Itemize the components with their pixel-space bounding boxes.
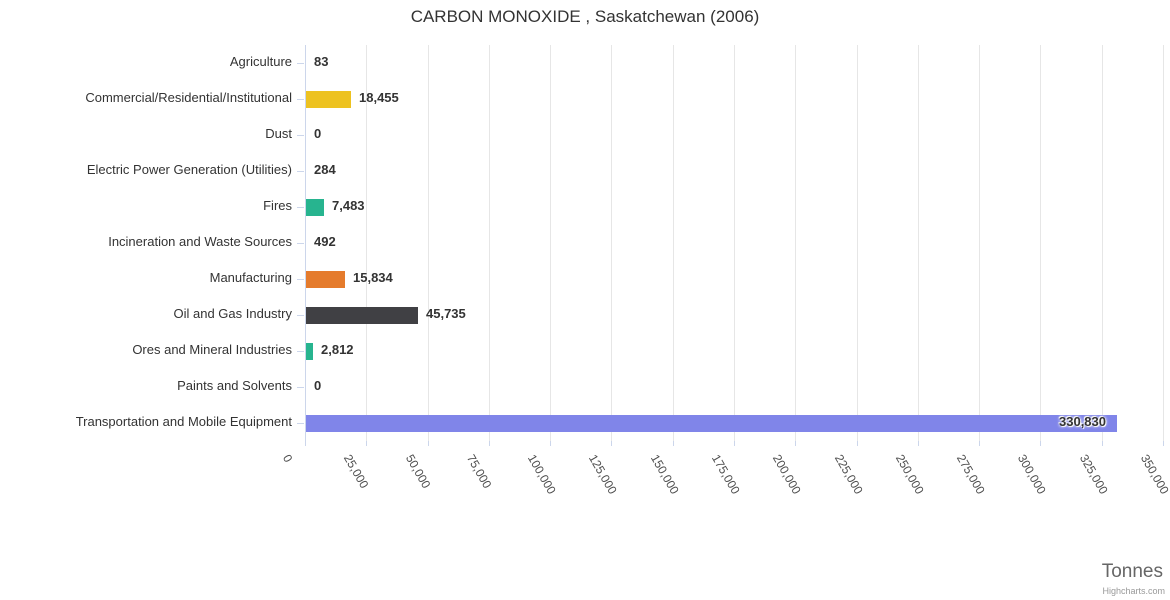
x-axis-tick: [489, 441, 490, 446]
value-label: 330,830: [1059, 414, 1106, 429]
x-axis-tick-label: 150,000: [647, 452, 682, 497]
x-axis-tick: [979, 441, 980, 446]
bar[interactable]: [306, 199, 324, 216]
grid-line: [489, 45, 490, 441]
bar[interactable]: [306, 415, 1117, 432]
category-label: Transportation and Mobile Equipment: [75, 414, 292, 429]
category-axis-tick: [297, 315, 304, 316]
x-axis-tick: [428, 441, 429, 446]
bar[interactable]: [306, 343, 313, 360]
grid-line: [1102, 45, 1103, 441]
value-label: 18,455: [359, 90, 399, 105]
value-label: 83: [314, 54, 329, 69]
grid-line: [918, 45, 919, 441]
category-label: Agriculture: [229, 54, 292, 69]
category-label: Ores and Mineral Industries: [132, 342, 292, 357]
x-axis-tick: [734, 441, 735, 446]
x-axis-tick: [611, 441, 612, 446]
category-axis-tick: [297, 63, 304, 64]
grid-line: [1163, 45, 1164, 441]
x-axis-tick-label: 350,000: [1137, 452, 1170, 497]
x-axis-tick-label: 300,000: [1014, 452, 1049, 497]
bar[interactable]: [306, 271, 345, 288]
value-label: 45,735: [426, 306, 466, 321]
x-axis-tick-label: 200,000: [769, 452, 804, 497]
category-label: Fires: [263, 198, 292, 213]
grid-line: [550, 45, 551, 441]
x-axis-tick-label: 50,000: [402, 452, 434, 491]
x-axis-tick: [1163, 441, 1164, 446]
x-axis-tick: [673, 441, 674, 446]
x-axis-tick-label: 125,000: [585, 452, 620, 497]
bar[interactable]: [306, 91, 351, 108]
x-axis-tick: [1102, 441, 1103, 446]
x-axis-tick: [918, 441, 919, 446]
category-axis-tick: [297, 387, 304, 388]
category-label: Manufacturing: [209, 270, 292, 285]
value-label: 284: [314, 162, 336, 177]
category-label: Electric Power Generation (Utilities): [86, 162, 292, 177]
category-label: Commercial/Residential/Institutional: [85, 90, 292, 105]
bar[interactable]: [306, 307, 418, 324]
category-axis-tick: [297, 243, 304, 244]
x-axis-tick-label: 275,000: [953, 452, 988, 497]
x-axis-tick-label: 250,000: [892, 452, 927, 497]
x-axis-tick-label: 75,000: [463, 452, 495, 491]
x-axis-tick: [1040, 441, 1041, 446]
category-label: Dust: [265, 126, 292, 141]
value-label: 7,483: [332, 198, 365, 213]
highcharts-credit[interactable]: Highcharts.com: [1102, 586, 1165, 596]
x-axis-tick-label: 175,000: [708, 452, 743, 497]
value-label: 0: [314, 126, 322, 141]
grid-line: [1040, 45, 1041, 441]
category-label: Paints and Solvents: [177, 378, 292, 393]
x-axis-tick: [795, 441, 796, 446]
category-axis-tick: [297, 351, 304, 352]
y-axis-line: [305, 45, 306, 441]
category-axis-tick: [297, 279, 304, 280]
grid-line: [673, 45, 674, 441]
category-label: Oil and Gas Industry: [173, 306, 293, 321]
grid-line: [428, 45, 429, 441]
x-axis-tick-label: 325,000: [1076, 452, 1111, 497]
x-axis-tick-label: 25,000: [340, 452, 372, 491]
value-label: 0: [314, 378, 322, 393]
value-label: 492: [314, 234, 336, 249]
category-axis-tick: [297, 423, 304, 424]
x-axis-tick: [857, 441, 858, 446]
category-axis-tick: [297, 135, 304, 136]
grid-line: [857, 45, 858, 441]
x-axis-tick: [550, 441, 551, 446]
value-label: 2,812: [321, 342, 354, 357]
x-axis-tick-label: 0: [279, 452, 296, 465]
chart-title: CARBON MONOXIDE , Saskatchewan (2006): [410, 7, 760, 26]
grid-line: [979, 45, 980, 441]
grid-line: [734, 45, 735, 441]
x-axis-tick-label: 225,000: [831, 452, 866, 497]
category-axis-tick: [297, 99, 304, 100]
x-axis-tick-label: 100,000: [524, 452, 559, 497]
x-axis-tick: [366, 441, 367, 446]
grid-line: [366, 45, 367, 441]
x-axis-tick: [305, 441, 306, 446]
x-axis-title: Tonnes: [1101, 561, 1163, 582]
category-label: Incineration and Waste Sources: [108, 234, 292, 249]
grid-line: [611, 45, 612, 441]
category-axis-tick: [297, 207, 304, 208]
category-axis-tick: [297, 171, 304, 172]
value-label: 15,834: [353, 270, 393, 285]
grid-line: [795, 45, 796, 441]
